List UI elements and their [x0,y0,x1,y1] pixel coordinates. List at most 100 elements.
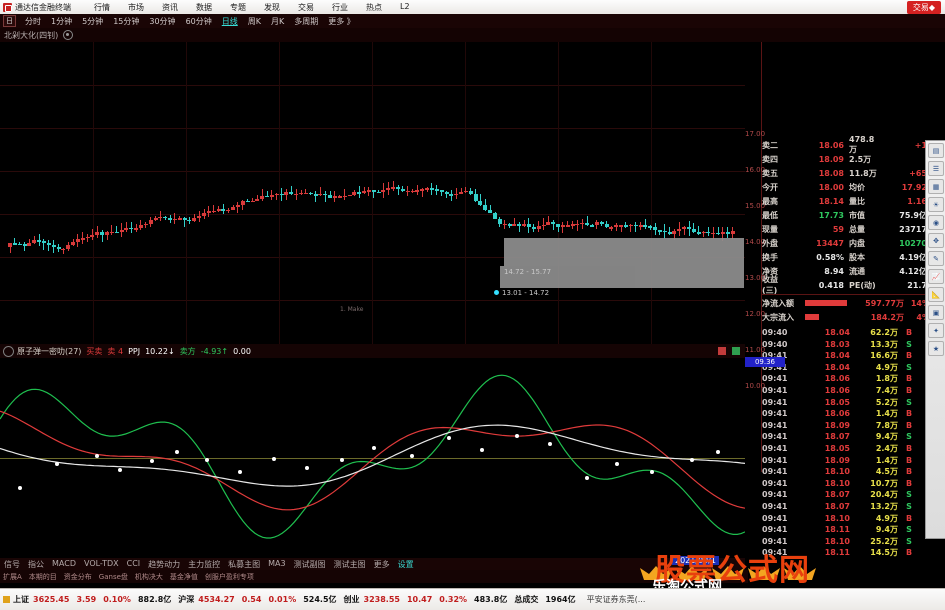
period-item-2[interactable]: 5分钟 [82,16,104,26]
tick-time: 09:41 [762,478,788,488]
candle-body [313,194,318,196]
tab-7[interactable]: 私募主图 [228,559,261,569]
candle-body [255,199,260,201]
drawing-toolbar[interactable]: ▤ ☰ ▦ ☀ ◉ ✥ ✎ 📈 📐 ▣ ✦ ★ [925,140,945,539]
quote-row-value: 0.418 [818,280,844,290]
candle-body [197,216,202,218]
quote-row-value: 18.06 [818,140,844,150]
candle-wick [635,222,637,233]
candle-body [163,216,168,219]
period-item-3[interactable]: 15分钟 [113,16,140,26]
menu-item-9[interactable]: L2 [400,1,410,11]
ticker-item-1[interactable]: 本期的目 [28,572,57,581]
menu-item-1[interactable]: 市场 [128,2,144,12]
chart-gridline-v [93,42,94,344]
menu-item-2[interactable]: 资讯 [162,2,178,12]
tab-0[interactable]: 信号 [4,559,20,569]
tab-8[interactable]: MA3 [268,558,286,568]
cal-icon[interactable]: ▣ [928,305,944,320]
menu-item-0[interactable]: 行情 [94,2,110,12]
candle-wick [722,227,724,241]
tick-price: 18.06 [824,374,850,384]
menu-item-4[interactable]: 专题 [230,2,246,12]
tab-10[interactable]: 测试主图 [333,559,366,569]
ticker-item-2[interactable]: 资金分布 [63,572,92,581]
period-item-9[interactable]: 多周期 [294,16,319,26]
indicator-pane[interactable]: A 修复克图 1 × [0,358,745,558]
quote-row-label2: PE(动) [849,280,876,290]
quote-row: 最高 18.14 量比 1.16 [762,194,927,208]
menu-item-5[interactable]: 发现 [264,2,280,12]
ticker-item-0[interactable]: 扩展A [3,572,22,581]
candle-wick [441,189,443,196]
indicator-ppj-label: PPJ [128,346,141,356]
period-item-10[interactable]: 更多 》 [328,16,355,26]
period-item-5[interactable]: 60分钟 [185,16,212,26]
quote-panel[interactable]: 17.00 16.00 15.00 14.00 13.00 12.00 11.00 10.00… [745,42,945,558]
ruler-icon[interactable]: 📐 [928,287,944,302]
candle-body [129,227,134,230]
candle-body [701,231,706,234]
circle-icon[interactable]: ◉ [928,215,944,230]
indicator-gear-icon[interactable] [3,345,14,357]
quote-row-value: 18.14 [818,196,844,206]
period-item-6[interactable]: 日线 [221,16,238,26]
list-icon[interactable]: ☰ [928,161,944,176]
tab-6[interactable]: 主力监控 [188,559,221,569]
menu-item-8[interactable]: 热点 [366,2,382,12]
ticker-item-3[interactable]: Ganse盘 [98,572,128,581]
candle-body [546,221,551,225]
grid-icon[interactable]: ▦ [928,179,944,194]
tick-price: 18.06 [824,386,850,395]
tab-9[interactable]: 测试副图 [293,559,326,569]
indicator-header: 原子弹一密叻(27) 买卖 卖 4 PPJ 10.22↓ 卖方 -4.93↑ 0… [0,344,745,359]
period-box-icon[interactable]: 日 [3,15,16,27]
pen-icon[interactable]: ✎ [928,251,944,266]
move-icon[interactable]: ✥ [928,233,944,248]
period-item-1[interactable]: 1分钟 [51,16,73,26]
chart-icon[interactable]: 📈 [928,269,944,284]
sun-icon[interactable]: ☀ [928,197,944,212]
indicator-green-button[interactable] [732,347,740,355]
period-item-4[interactable]: 30分钟 [149,16,176,26]
period-item-7[interactable]: 周K [247,16,261,26]
status-index-change-2: 10.47 [406,595,433,604]
tab-2[interactable]: MACD [52,558,76,568]
ticker-item-5[interactable]: 基金净值 [169,572,198,581]
trade-button[interactable]: 交易◆ [906,0,941,14]
candle-body [657,230,662,232]
period-item-8[interactable]: 月K [271,16,285,26]
indicator-dot [447,436,451,440]
note-icon[interactable]: ✦ [928,323,944,338]
candle-body [648,226,653,228]
window-icon[interactable]: ▤ [928,143,944,158]
quote-row: 卖五 18.08 11.8万 +65 [762,166,927,180]
annotation-box-upper[interactable] [504,238,744,266]
ticker-item-6[interactable]: 创服户盈利专项 [204,572,254,581]
candlestick-chart[interactable]: 14.72 - 15.77 13.01 - 14.72 10.19 1. Mak… [0,42,745,344]
tab-5[interactable]: 趋势动力 [148,559,181,569]
tick-flag: B [905,444,913,453]
tab-settings[interactable]: 设置 [397,559,414,569]
annotation-box-lower[interactable]: 14.72 - 15.77 [500,266,744,288]
tab-3[interactable]: VOL-TDX [83,558,119,568]
tick-time: 09:41 [762,397,788,407]
menu-item-7[interactable]: 行业 [332,2,348,12]
quote-row-label: 卖五 [762,168,778,178]
candle-wick [460,188,462,195]
tab-11[interactable]: 更多 [373,559,390,569]
candle-body [8,243,12,247]
menu-item-6[interactable]: 交易 [298,2,314,12]
tab-4[interactable]: CCI [126,558,141,568]
candle-body [202,213,206,217]
candle-body [609,227,614,229]
tick-time: 09:41 [762,386,788,395]
candle-wick [28,238,30,247]
indicator-red-button[interactable] [718,347,726,355]
menu-item-3[interactable]: 数据 [196,2,212,12]
ticker-item-4[interactable]: 机构决大 [134,572,163,581]
tab-1[interactable]: 指公 [28,559,44,569]
period-item-0[interactable]: 分时 [25,16,41,26]
gear-icon[interactable] [63,30,74,40]
star-icon[interactable]: ★ [928,341,944,356]
